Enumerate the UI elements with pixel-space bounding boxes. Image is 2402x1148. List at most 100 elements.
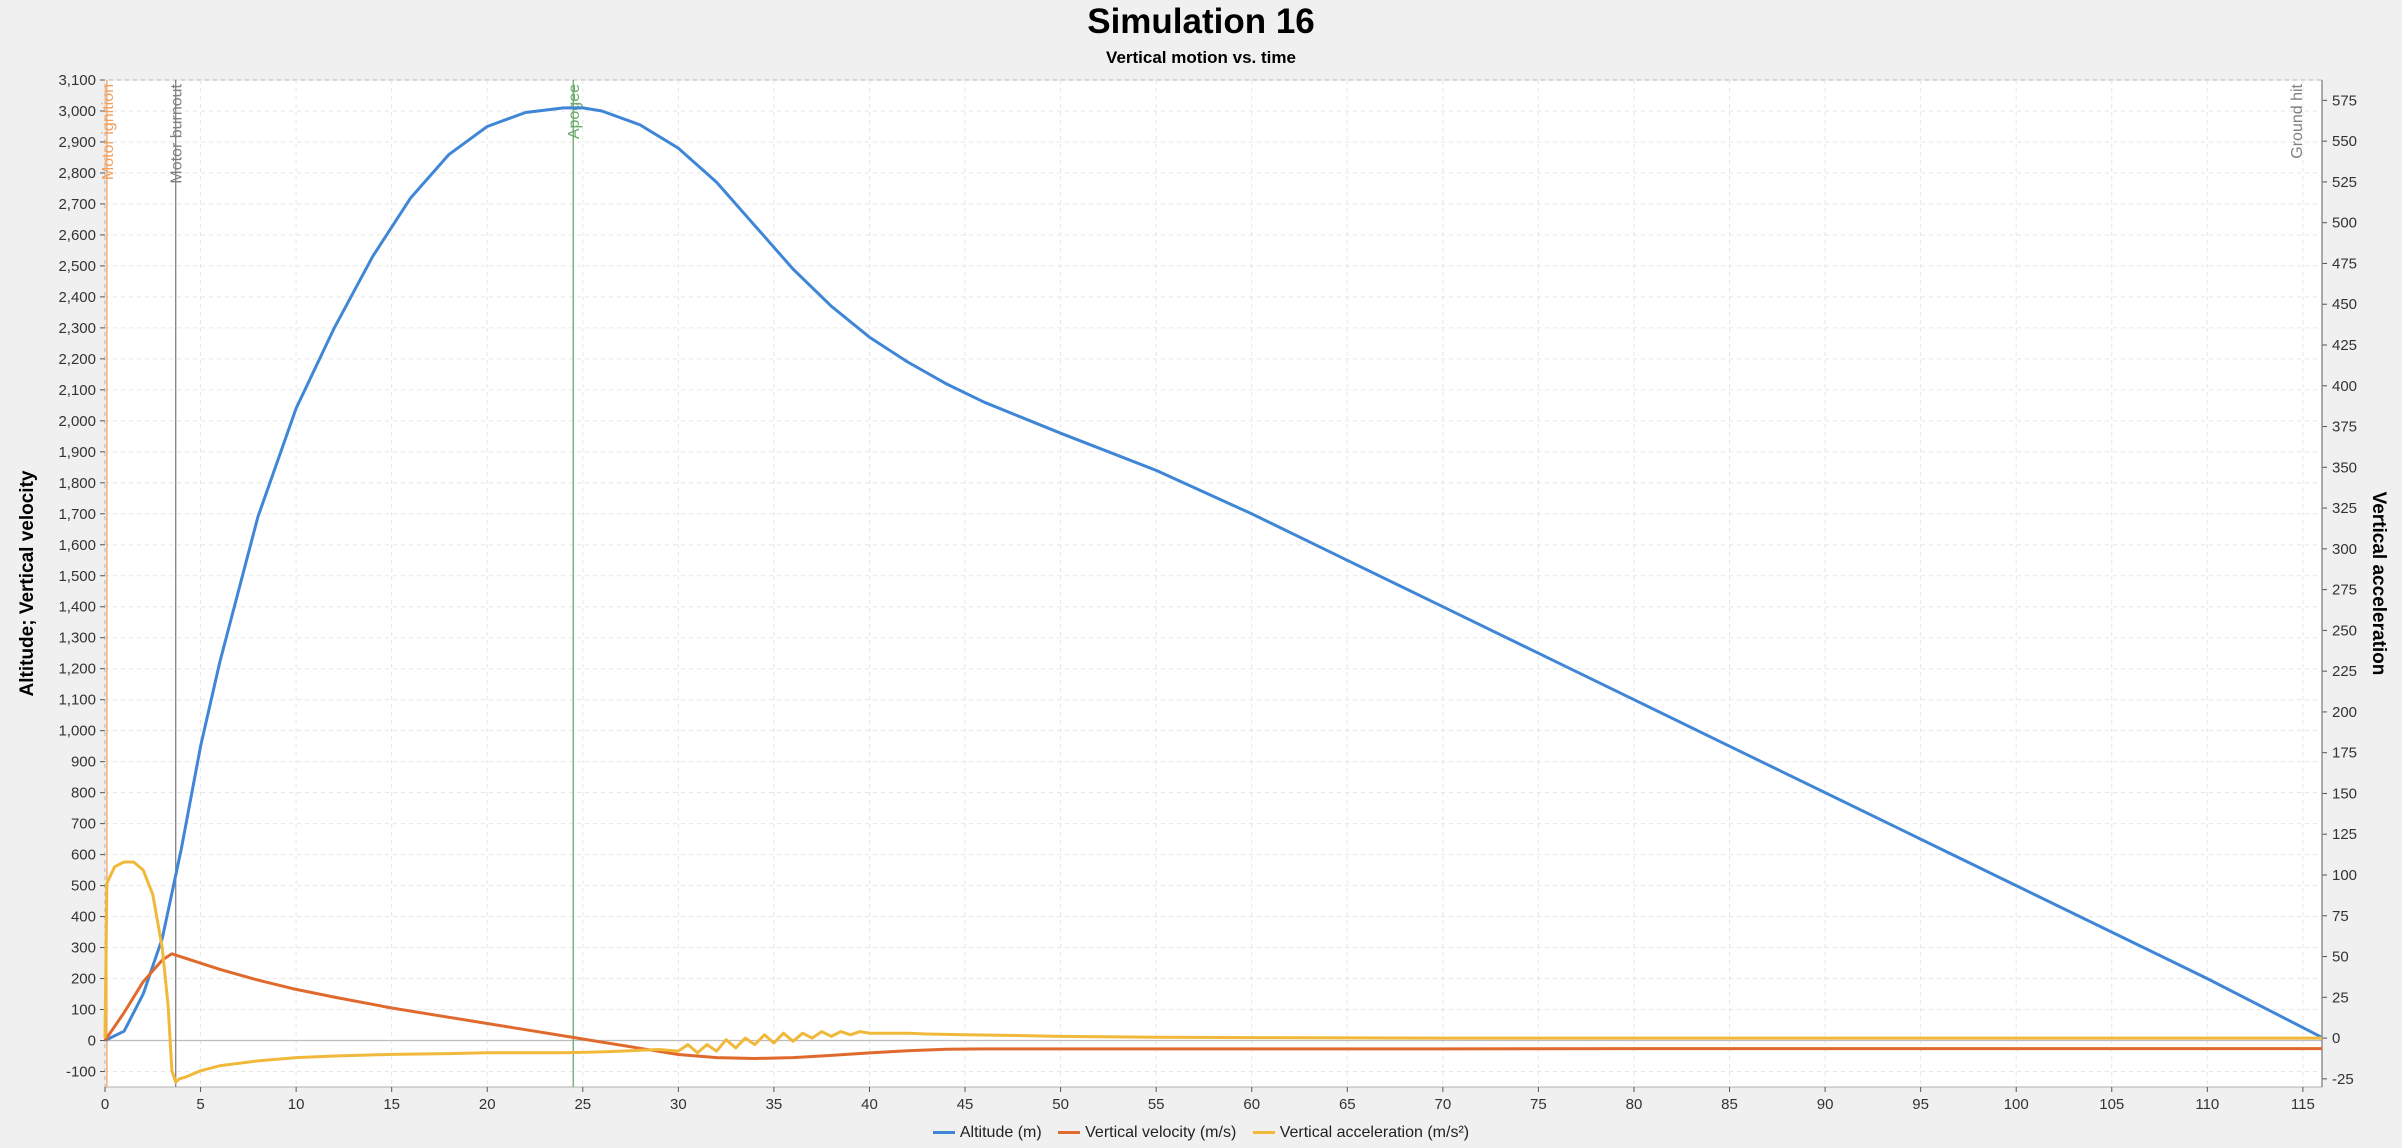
y-left-tick-label: 1,400 [58,599,96,616]
y-right-tick-label: 525 [2332,174,2357,191]
x-tick-label: 60 [1243,1096,1260,1113]
legend-swatch-acceleration [1252,1131,1275,1135]
y-left-tick-label: 2,900 [58,134,96,151]
y-left-tick-label: 1,200 [58,661,96,678]
y-left-tick-label: 0 [88,1033,96,1050]
y-left-tick-label: 2,500 [58,258,96,275]
y-left-tick-label: 200 [71,971,96,988]
event-label: Apogee [566,84,583,139]
legend-swatch-velocity [1058,1131,1081,1135]
y-left-tick-label: 2,000 [58,413,96,430]
y-right-tick-label: 150 [2332,785,2357,802]
x-tick-label: 65 [1339,1096,1356,1113]
x-tick-label: 45 [957,1096,974,1113]
x-tick-label: 30 [670,1096,687,1113]
y-left-tick-label: 700 [71,816,96,833]
x-tick-label: 75 [1530,1096,1547,1113]
y-right-tick-label: 275 [2332,582,2357,599]
y-left-tick-label: -100 [66,1064,96,1081]
y-left-tick-label: 1,600 [58,537,96,554]
y-right-tick-label: 100 [2332,867,2357,884]
y-right-tick-label: 125 [2332,826,2357,843]
y-right-tick-label: 50 [2332,949,2349,966]
x-tick-label: 85 [1721,1096,1738,1113]
series-line-2 [103,860,2322,1084]
y-left-tick-label: 1,000 [58,723,96,740]
y-right-tick-label: 200 [2332,704,2357,721]
y-right-tick-label: 225 [2332,663,2357,680]
x-tick-label: 70 [1435,1096,1452,1113]
y-right-tick-label: 375 [2332,419,2357,436]
x-tick-label: 95 [1912,1096,1929,1113]
y-left-tick-label: 2,800 [58,165,96,182]
y-right-tick-label: 500 [2332,215,2357,232]
y-left-tick-label: 2,600 [58,227,96,244]
y-right-tick-label: 425 [2332,337,2357,354]
legend-swatch-altitude [932,1131,955,1135]
y-left-tick-label: 300 [71,940,96,957]
y-left-tick-label: 1,100 [58,692,96,709]
y-left-tick-label: 1,500 [58,568,96,585]
y-right-tick-label: 175 [2332,745,2357,762]
y-right-tick-label: 575 [2332,92,2357,109]
x-tick-label: 115 [2291,1096,2315,1113]
y-left-tick-label: 1,300 [58,630,96,647]
line-chart: 0 5 10 15 20 25 30 35 40 45 50 55 60 65 70 75 80 85 90 95 10… [17,72,2389,1113]
x-tick-label: 80 [1626,1096,1643,1113]
y-right-tick-label: 325 [2332,500,2357,517]
x-tick-label: 10 [288,1096,305,1113]
series-line-1 [103,952,2322,1060]
x-tick-label: 0 [101,1096,109,1113]
y-right-tick-label: 475 [2332,255,2357,272]
y-left-tick-label: 3,000 [58,103,96,120]
y-left-tick-label: 2,200 [58,351,96,368]
plot-area [104,79,2323,1088]
x-tick-label: 15 [383,1096,400,1113]
x-tick-label: 35 [766,1096,783,1113]
y-right-tick-label: 450 [2332,296,2357,313]
x-tick-label: 40 [861,1096,878,1113]
y-right-tick-label: 550 [2332,133,2357,150]
y-left-tick-label: 800 [71,785,96,802]
y-left-tick-label: 2,400 [58,289,96,306]
y-left-tick-label: 400 [71,909,96,926]
event-label: Motor ignition [100,84,117,180]
chart-title: Simulation 16 [1087,2,1315,41]
legend-label-altitude: Altitude (m) [959,1124,1042,1141]
y-left-tick-label: 1,700 [58,506,96,523]
series-line-0 [104,106,2323,1042]
event-label: Motor burnout [169,83,186,183]
x-tick-label: 90 [1817,1096,1834,1113]
y-left-tick-label: 1,800 [58,475,96,492]
x-tick-label: 100 [2004,1096,2029,1113]
x-tick-label: 55 [1148,1096,1165,1113]
y-left-tick-label: 100 [71,1002,96,1019]
y-left-tick-label: 2,300 [58,320,96,337]
x-tick-label: 20 [479,1096,496,1113]
y-right-tick-label: 25 [2332,989,2349,1006]
y-right-tick-label: 75 [2332,908,2349,925]
x-tick-label: 5 [196,1096,204,1113]
x-tick-label: 105 [2099,1096,2124,1113]
legend-label-velocity: Vertical velocity (m/s) [1085,1124,1237,1141]
y-right-tick-label: -25 [2332,1071,2354,1088]
chart-subtitle: Vertical motion vs. time [1106,48,1296,67]
y-left-tick-label: 900 [71,754,96,771]
legend: Altitude (m) Vertical velocity (m/s) Ver… [0,1124,2402,1142]
legend-item-velocity: Vertical velocity (m/s) [1058,1124,1236,1142]
y-right-axis-title: Vertical acceleration [2368,492,2389,676]
legend-item-acceleration: Vertical acceleration (m/s²) [1252,1124,1469,1142]
legend-item-altitude: Altitude (m) [932,1124,1042,1142]
event-label: Ground hit [2289,83,2306,158]
y-right-tick-label: 400 [2332,378,2357,395]
y-right-tick-label: 250 [2332,622,2357,639]
y-left-tick-label: 500 [71,878,96,895]
y-right-tick-label: 0 [2332,1030,2340,1047]
y-left-tick-label: 3,100 [58,72,96,89]
y-right-tick-label: 300 [2332,541,2357,558]
y-left-tick-label: 1,900 [58,444,96,461]
x-tick-label: 110 [2195,1096,2219,1113]
x-tick-label: 25 [574,1096,591,1113]
y-left-tick-label: 600 [71,847,96,864]
y-right-tick-label: 350 [2332,459,2357,476]
